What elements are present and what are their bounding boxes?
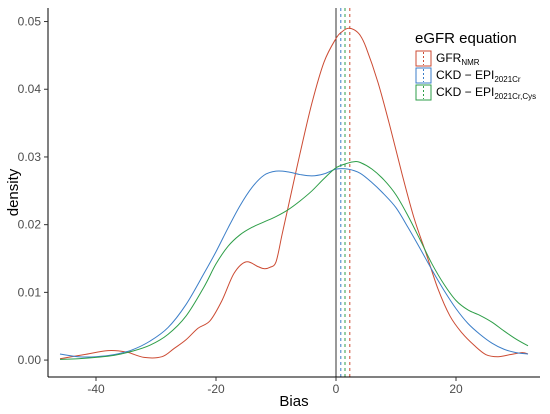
x-tick-label: -20 <box>207 382 225 396</box>
y-axis-title: density <box>5 168 22 216</box>
legend-label-subscript: 2021Cr <box>494 75 521 84</box>
y-tick-label: 0.05 <box>18 15 42 29</box>
y-tick-label: 0.04 <box>18 82 42 96</box>
x-tick-label: -40 <box>87 382 105 396</box>
plot-area <box>59 8 529 377</box>
legend-label: CKD − EPI2021Cr <box>436 68 521 84</box>
y-axis: 0.00 0.01 0.02 0.03 0.04 0.05 <box>18 8 49 377</box>
x-axis: -40 -20 0 20 <box>48 376 540 396</box>
y-tick-label: 0.00 <box>18 353 42 367</box>
x-axis-title: Bias <box>279 393 308 410</box>
legend-key-box <box>415 84 432 101</box>
legend-item-2: CKD − EPI2021Cr,Cys <box>415 84 536 101</box>
legend-label-main: GFR <box>436 51 462 65</box>
legend-key-box <box>415 67 432 84</box>
legend-label: GFRNMR <box>436 51 480 67</box>
series-line-0 <box>59 27 529 360</box>
legend-key-box <box>415 50 432 67</box>
legend-label-main: CKD − EPI <box>436 68 494 82</box>
series-line-1 <box>59 168 529 358</box>
legend-title: eGFR equation <box>415 30 517 47</box>
legend-item-0: GFRNMR <box>415 50 480 67</box>
x-tick-label: 0 <box>333 382 340 396</box>
legend-label: CKD − EPI2021Cr,Cys <box>436 85 536 101</box>
legend-label-subscript: NMR <box>461 58 479 67</box>
y-tick-label: 0.03 <box>18 150 42 164</box>
legend-label-subscript: 2021Cr,Cys <box>494 92 536 101</box>
legend-label-main: CKD − EPI <box>436 85 494 99</box>
y-tick-label: 0.02 <box>18 218 42 232</box>
x-tick-label: 20 <box>449 382 463 396</box>
series-line-2 <box>59 161 529 360</box>
y-tick-label: 0.01 <box>18 285 42 299</box>
legend-item-1: CKD − EPI2021Cr <box>415 67 521 84</box>
